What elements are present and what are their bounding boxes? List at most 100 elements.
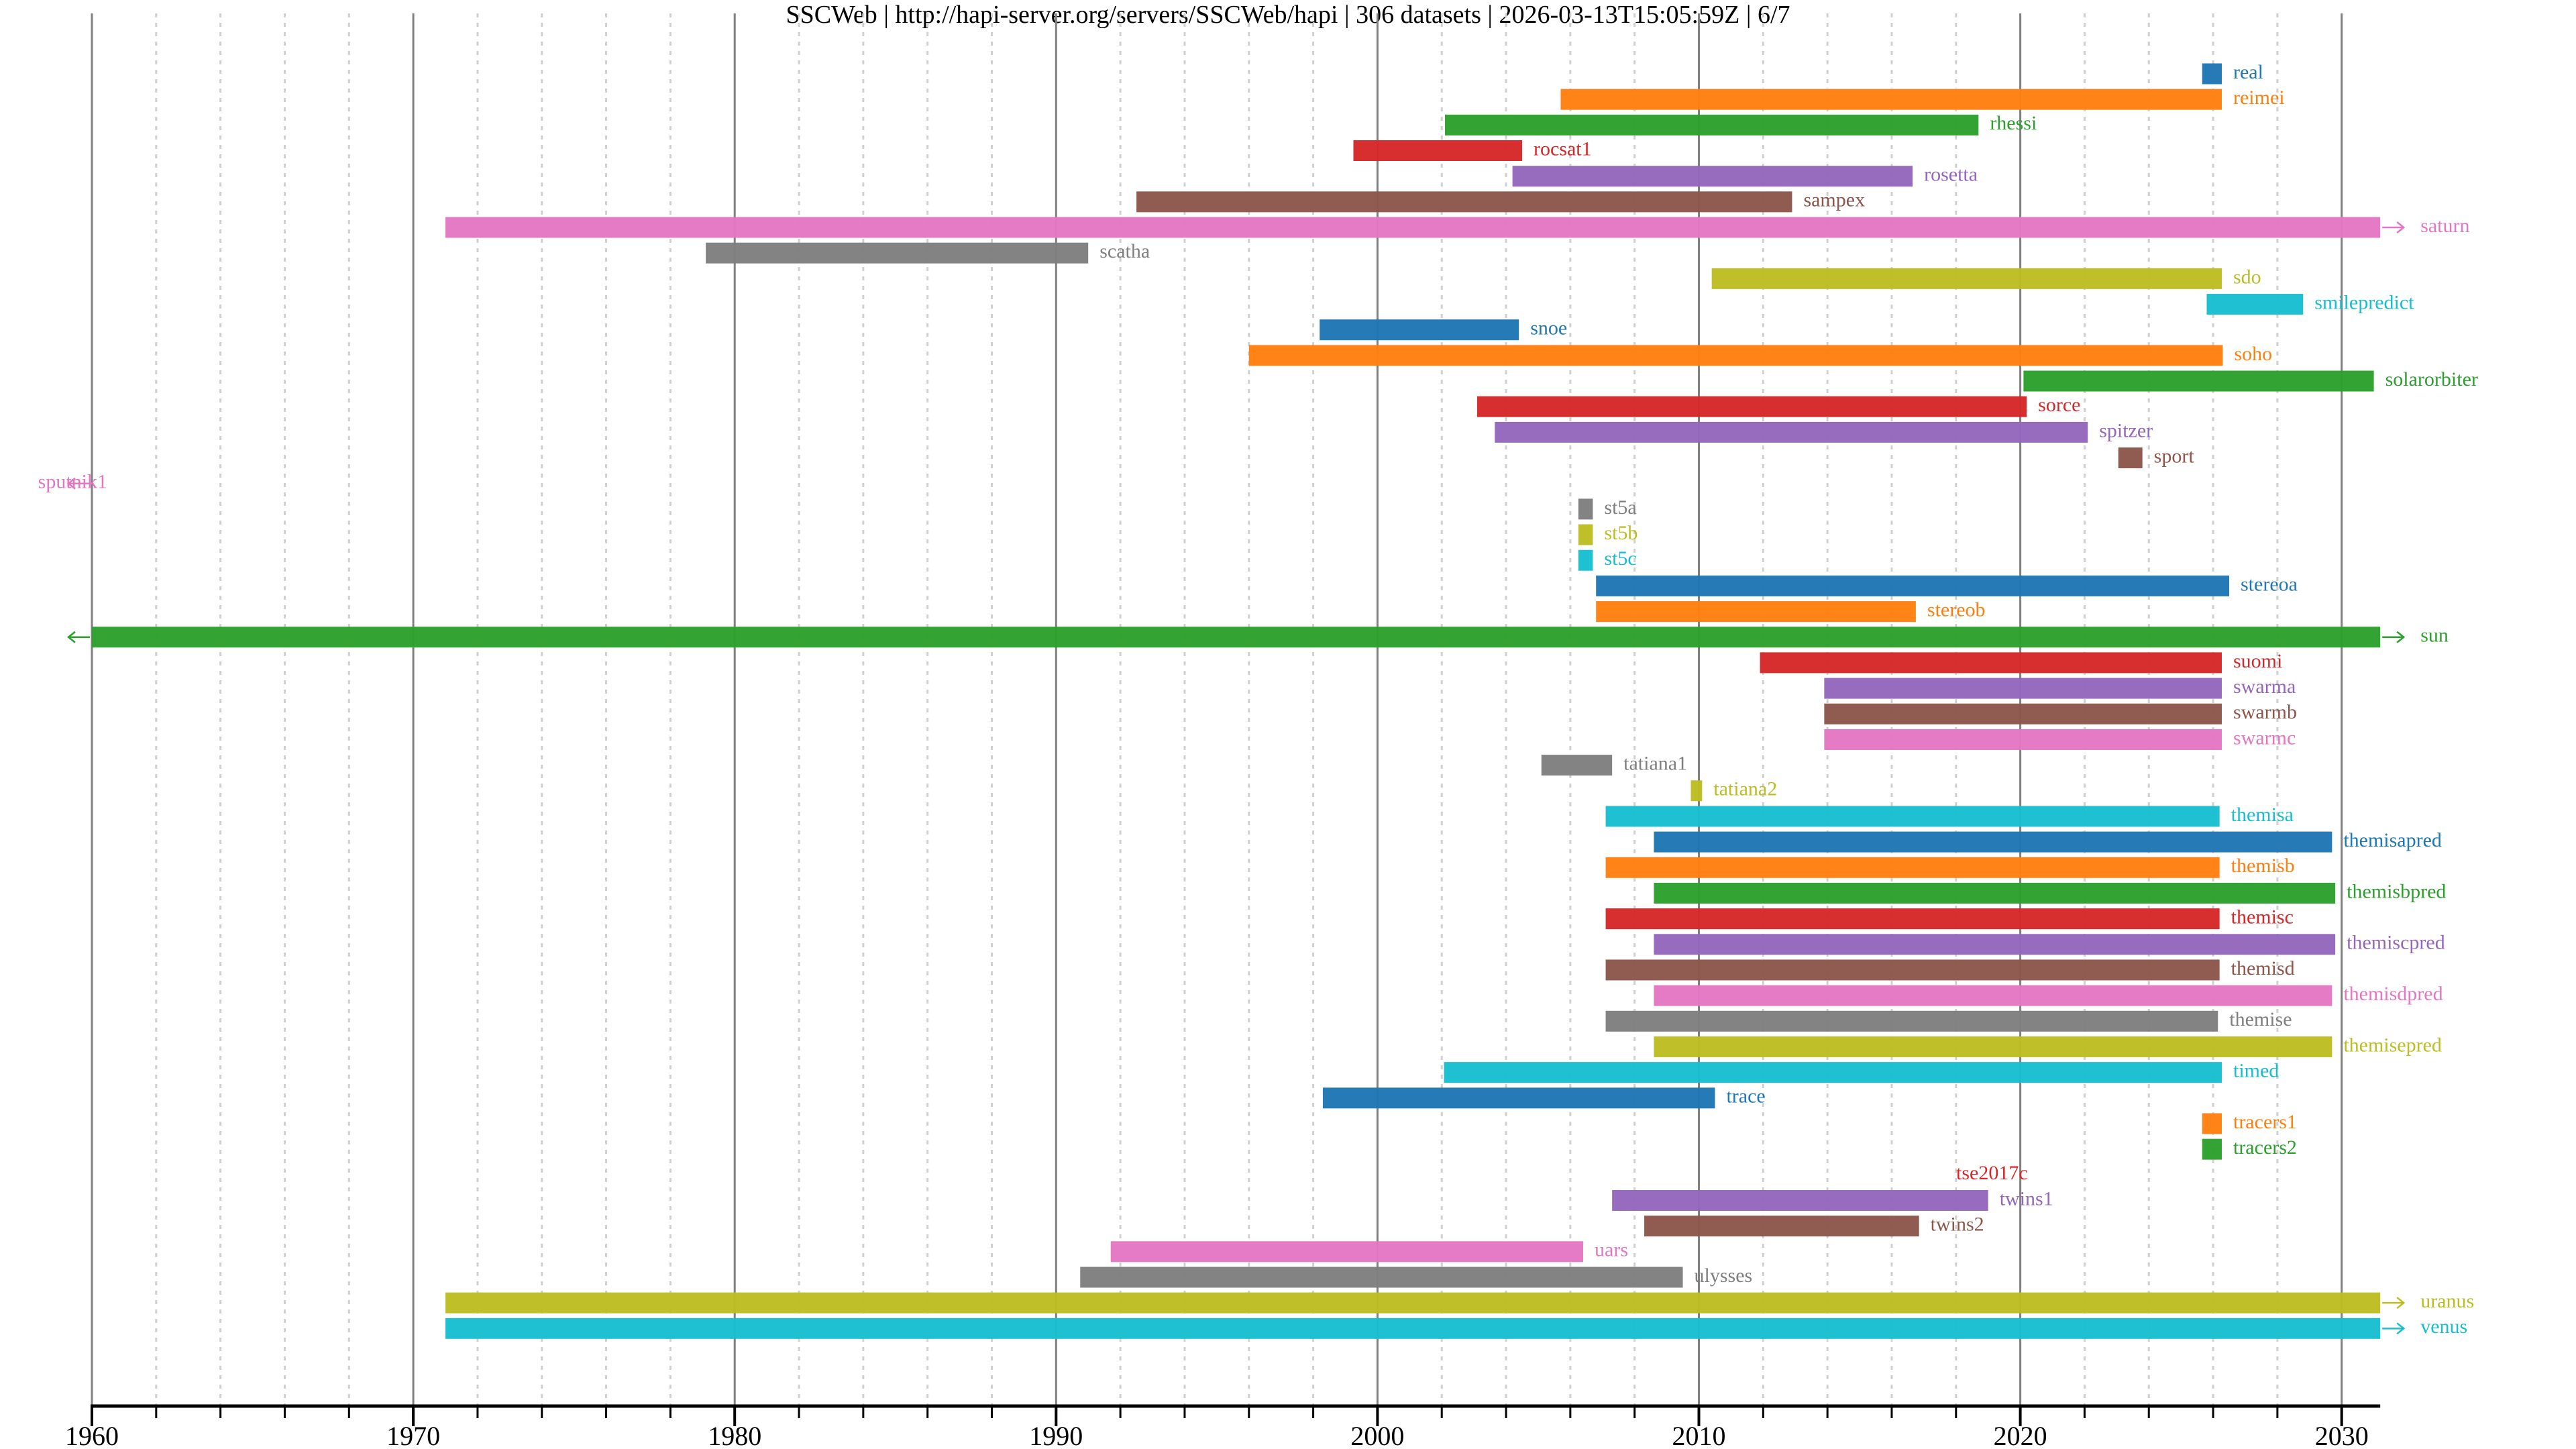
dataset-row-stereob: stereob (1596, 598, 1986, 623)
dataset-row-swarmb: swarmb (1824, 701, 2297, 724)
bar-themisepred (1654, 1036, 2332, 1057)
label-themisd: themisd (2231, 957, 2295, 979)
dataset-row-themisc: themisc (1605, 906, 2294, 930)
bar-scatha (706, 242, 1089, 264)
label-st5c: st5c (1604, 547, 1636, 570)
label-st5a: st5a (1604, 496, 1636, 519)
label-tracers1: tracers1 (2233, 1111, 2297, 1133)
label-themisc: themisc (2231, 906, 2294, 928)
label-themisa: themisa (2231, 804, 2294, 826)
x-tick-label: 1990 (1029, 1421, 1083, 1449)
x-tick-label: 2030 (2315, 1421, 2369, 1449)
bar-stereob (1596, 601, 1916, 623)
dataset-row-sorce: sorce (1477, 394, 2080, 417)
bar-real (2202, 63, 2222, 85)
bar-soho (1248, 345, 2223, 366)
dataset-row-snoe: snoe (1320, 317, 1567, 341)
label-twins1: twins1 (2000, 1187, 2053, 1210)
label-sdo: sdo (2233, 266, 2261, 288)
bar-st5b (1578, 524, 1593, 545)
label-swarma: swarma (2233, 676, 2296, 698)
dataset-row-st5c: st5c (1578, 547, 1637, 571)
label-rosetta: rosetta (1924, 164, 1978, 186)
chart-title: SSCWeb | http://hapi-server.org/servers/… (786, 1, 1790, 29)
bar-ulysses (1080, 1267, 1683, 1288)
label-snoe: snoe (1530, 317, 1567, 339)
bar-sport (2118, 447, 2143, 469)
dataset-row-swarma: swarma (1824, 676, 2296, 699)
bar-sdo (1711, 268, 2222, 289)
label-suomi: suomi (2233, 650, 2282, 672)
dataset-row-uars: uars (1110, 1239, 1628, 1263)
dataset-row-swarmc: swarmc (1824, 727, 2296, 750)
label-scatha: scatha (1099, 240, 1150, 262)
dataset-row-st5b: st5b (1578, 522, 1638, 545)
label-stereoa: stereoa (2241, 573, 2298, 595)
bar-themisd (1605, 959, 2220, 981)
label-uranus: uranus (2420, 1290, 2474, 1312)
arrow-right-icon (2396, 1322, 2406, 1335)
bar-tracers1 (2202, 1113, 2222, 1134)
dataset-row-twins2: twins2 (1644, 1214, 1984, 1237)
label-tatiana1: tatiana1 (1623, 752, 1687, 774)
label-themisdpred: themisdpred (2343, 983, 2443, 1005)
bar-swarma (1824, 678, 2222, 699)
bar-rhessi (1445, 114, 1979, 136)
bar-themisa (1605, 806, 2220, 827)
dataset-row-themisapred: themisapred (1654, 829, 2442, 853)
dataset-row-themisa: themisa (1605, 804, 2294, 827)
bar-reimei (1560, 89, 2222, 110)
label-saturn: saturn (2420, 215, 2469, 237)
label-sputnik1: sputnik1 (38, 471, 107, 493)
dataset-row-sputnik1: sputnik1 (38, 471, 107, 493)
label-spitzer: spitzer (2099, 419, 2153, 441)
dataset-row-themise: themise (1605, 1008, 2292, 1032)
label-themisb: themisb (2231, 855, 2295, 877)
label-stereob: stereob (1927, 598, 1986, 621)
dataset-row-rocsat1: rocsat1 (1353, 138, 1592, 162)
label-venus: venus (2420, 1316, 2467, 1338)
dataset-row-rosetta: rosetta (1512, 164, 1978, 187)
bar-themisc (1605, 908, 2220, 930)
bar-tracers2 (2202, 1138, 2222, 1160)
label-sport: sport (2154, 445, 2195, 467)
bar-saturn (445, 217, 2381, 238)
x-tick-label: 2010 (1672, 1421, 1726, 1449)
label-swarmc: swarmc (2233, 727, 2296, 749)
bar-st5c (1578, 549, 1593, 571)
label-solarorbiter: solarorbiter (2385, 368, 2478, 390)
dataset-row-st5a: st5a (1578, 496, 1637, 520)
label-real: real (2233, 61, 2263, 83)
dataset-row-real: real (2202, 61, 2263, 85)
dataset-row-trace: trace (1322, 1085, 1766, 1109)
label-sorce: sorce (2038, 394, 2080, 416)
dataset-row-sun: sun (66, 625, 2449, 648)
label-rocsat1: rocsat1 (1534, 138, 1592, 160)
dataset-row-scatha: scatha (706, 240, 1150, 264)
arrow-left-icon (66, 477, 76, 490)
dataset-row-smilepredict: smilepredict (2206, 291, 2414, 315)
dataset-row-spitzer: spitzer (1495, 419, 2153, 443)
dataset-row-suomi: suomi (1760, 650, 2282, 674)
dataset-row-tracers2: tracers2 (2202, 1136, 2297, 1160)
bar-st5a (1578, 498, 1593, 520)
bar-snoe (1320, 319, 1519, 341)
label-ulysses: ulysses (1695, 1265, 1753, 1287)
bar-timed (1444, 1062, 2222, 1083)
dataset-row-ulysses: ulysses (1080, 1265, 1752, 1288)
bar-themisapred (1654, 831, 2332, 853)
x-tick-label: 1970 (386, 1421, 440, 1449)
label-themisbpred: themisbpred (2347, 880, 2446, 902)
dataset-row-tse2017c: tse2017c (1956, 1162, 2028, 1184)
dataset-row-twins1: twins1 (1612, 1187, 2053, 1211)
dataset-row-soho: soho (1248, 343, 2272, 366)
dataset-row-tatiana2: tatiana2 (1690, 778, 1777, 802)
dataset-row-reimei: reimei (1560, 87, 2285, 110)
label-tatiana2: tatiana2 (1713, 778, 1777, 800)
bar-solarorbiter (2023, 370, 2374, 392)
bar-venus (445, 1318, 2381, 1339)
label-themiscpred: themiscpred (2347, 932, 2445, 954)
dataset-row-stereoa: stereoa (1596, 573, 2298, 596)
bar-tatiana1 (1541, 755, 1613, 776)
label-soho: soho (2234, 343, 2272, 365)
